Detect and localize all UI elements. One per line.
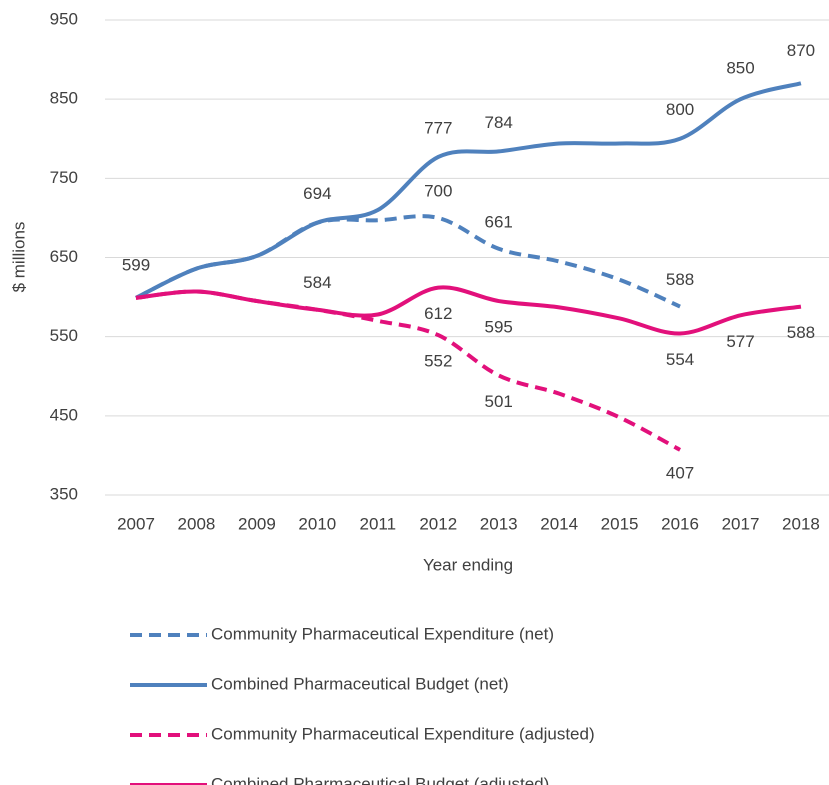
x-axis-label: Year ending bbox=[423, 555, 513, 574]
data-label: 588 bbox=[787, 323, 815, 342]
x-tick-label: 2015 bbox=[601, 514, 639, 533]
y-axis-label: $ millions bbox=[9, 222, 28, 293]
y-tick-label: 850 bbox=[50, 89, 78, 108]
data-label: 661 bbox=[485, 212, 513, 231]
data-label: 784 bbox=[485, 113, 513, 132]
data-label: 870 bbox=[787, 41, 815, 60]
series-line bbox=[135, 285, 802, 336]
legend-label: Combined Pharmaceutical Budget (adjusted… bbox=[211, 774, 549, 785]
x-tick-label: 2009 bbox=[238, 514, 276, 533]
data-label: 599 bbox=[122, 255, 150, 274]
x-tick-label: 2013 bbox=[480, 514, 518, 533]
data-label: 595 bbox=[485, 318, 513, 337]
y-tick-label: 750 bbox=[50, 168, 78, 187]
data-label: 612 bbox=[424, 304, 452, 323]
data-label: 800 bbox=[666, 100, 694, 119]
legend-label: Combined Pharmaceutical Budget (net) bbox=[211, 674, 509, 693]
data-label: 588 bbox=[666, 270, 694, 289]
x-tick-label: 2016 bbox=[661, 514, 699, 533]
x-tick-label: 2011 bbox=[360, 514, 397, 533]
data-label: 407 bbox=[666, 463, 694, 482]
data-label: 694 bbox=[303, 184, 331, 203]
x-tick-label: 2017 bbox=[722, 514, 760, 533]
data-label: 577 bbox=[726, 332, 754, 351]
y-tick-label: 350 bbox=[50, 484, 78, 503]
x-tick-label: 2010 bbox=[298, 514, 336, 533]
x-tick-label: 2008 bbox=[178, 514, 216, 533]
data-label: 777 bbox=[424, 118, 452, 137]
series-line bbox=[135, 81, 802, 300]
legend-label: Community Pharmaceutical Expenditure (ad… bbox=[211, 724, 595, 743]
legend-label: Community Pharmaceutical Expenditure (ne… bbox=[211, 624, 554, 643]
x-tick-label: 2018 bbox=[782, 514, 820, 533]
x-tick-label: 2012 bbox=[419, 514, 457, 533]
y-tick-label: 650 bbox=[50, 247, 78, 266]
data-label: 850 bbox=[726, 59, 754, 78]
y-tick-label: 450 bbox=[50, 405, 78, 424]
x-tick-label: 2007 bbox=[117, 514, 155, 533]
y-tick-label: 550 bbox=[50, 326, 78, 345]
data-label: 700 bbox=[424, 181, 452, 200]
data-label: 554 bbox=[666, 350, 694, 369]
y-tick-label: 950 bbox=[50, 9, 78, 28]
x-tick-label: 2014 bbox=[540, 514, 578, 533]
data-label: 584 bbox=[303, 273, 331, 292]
data-label: 501 bbox=[485, 392, 513, 411]
data-label: 552 bbox=[424, 352, 452, 371]
